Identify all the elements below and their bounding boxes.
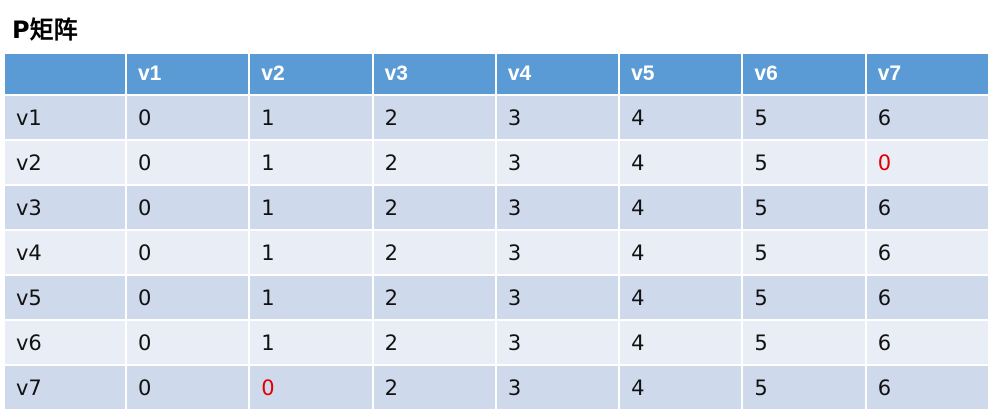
cell: 1 <box>248 139 374 186</box>
cell: 3 <box>494 184 621 231</box>
cell: 6 <box>864 229 991 276</box>
table-body: v1 0 1 2 3 4 5 6 v2 0 1 2 3 4 5 0 v3 0 1 2 3 4 5 6 v4 0 1 2 3 4 5 6 v5 0 1… <box>3 94 991 411</box>
cell: 2 <box>371 139 497 186</box>
cell: 6 <box>864 94 991 141</box>
cell: 3 <box>494 364 621 411</box>
cell: 4 <box>618 229 744 276</box>
row-header: v4 <box>3 229 127 276</box>
cell: 1 <box>248 94 374 141</box>
cell: 4 <box>618 364 744 411</box>
cell: 6 <box>864 184 991 231</box>
row-header: v3 <box>3 184 127 231</box>
table-row: v5 0 1 2 3 4 5 6 <box>3 274 991 321</box>
row-header: v7 <box>3 364 127 411</box>
cell: 1 <box>248 229 374 276</box>
cell: 0 <box>248 364 374 411</box>
row-header: v6 <box>3 319 127 366</box>
cell: 0 <box>864 139 991 186</box>
corner-cell <box>3 52 127 96</box>
column-header: v6 <box>741 52 867 96</box>
cell: 5 <box>741 94 867 141</box>
cell: 5 <box>741 229 867 276</box>
column-header: v5 <box>618 52 744 96</box>
column-header: v3 <box>371 52 497 96</box>
cell: 5 <box>741 139 867 186</box>
table-row: v2 0 1 2 3 4 5 0 <box>3 139 991 186</box>
cell: 3 <box>494 229 621 276</box>
cell: 0 <box>124 94 251 141</box>
cell: 5 <box>741 319 867 366</box>
cell: 4 <box>618 184 744 231</box>
cell: 0 <box>124 364 251 411</box>
cell: 4 <box>618 139 744 186</box>
cell: 3 <box>494 139 621 186</box>
cell: 5 <box>741 184 867 231</box>
cell: 4 <box>618 319 744 366</box>
cell: 0 <box>124 319 251 366</box>
cell: 5 <box>741 274 867 321</box>
column-header: v2 <box>248 52 374 96</box>
cell: 1 <box>248 319 374 366</box>
cell: 3 <box>494 274 621 321</box>
cell: 2 <box>371 184 497 231</box>
cell: 6 <box>864 319 991 366</box>
cell: 5 <box>741 364 867 411</box>
column-header: v1 <box>124 52 251 96</box>
cell: 1 <box>248 274 374 321</box>
row-header: v2 <box>3 139 127 186</box>
cell: 0 <box>124 274 251 321</box>
table-row: v6 0 1 2 3 4 5 6 <box>3 319 991 366</box>
cell: 4 <box>618 94 744 141</box>
cell: 2 <box>371 274 497 321</box>
cell: 2 <box>371 364 497 411</box>
cell: 0 <box>124 184 251 231</box>
cell: 2 <box>371 319 497 366</box>
cell: 6 <box>864 274 991 321</box>
table-row: v1 0 1 2 3 4 5 6 <box>3 94 991 141</box>
cell: 0 <box>124 229 251 276</box>
cell: 6 <box>864 364 991 411</box>
column-header: v4 <box>494 52 621 96</box>
cell: 3 <box>494 94 621 141</box>
page-title: P矩阵 <box>12 16 78 44</box>
cell: 1 <box>248 184 374 231</box>
table-row: v3 0 1 2 3 4 5 6 <box>3 184 991 231</box>
cell: 2 <box>371 94 497 141</box>
column-header: v7 <box>864 52 991 96</box>
table-row: v4 0 1 2 3 4 5 6 <box>3 229 991 276</box>
row-header: v1 <box>3 94 127 141</box>
cell: 4 <box>618 274 744 321</box>
table-row: v7 0 0 2 3 4 5 6 <box>3 364 991 411</box>
cell: 0 <box>124 139 251 186</box>
cell: 3 <box>494 319 621 366</box>
header-row: v1 v2 v3 v4 v5 v6 v7 <box>3 52 991 96</box>
matrix-table: v1 v2 v3 v4 v5 v6 v7 v1 0 1 2 3 4 5 6 v2 0 1 2 3 4 5 0 v3 0 1 2 3 4… <box>3 52 991 411</box>
cell: 2 <box>371 229 497 276</box>
row-header: v5 <box>3 274 127 321</box>
